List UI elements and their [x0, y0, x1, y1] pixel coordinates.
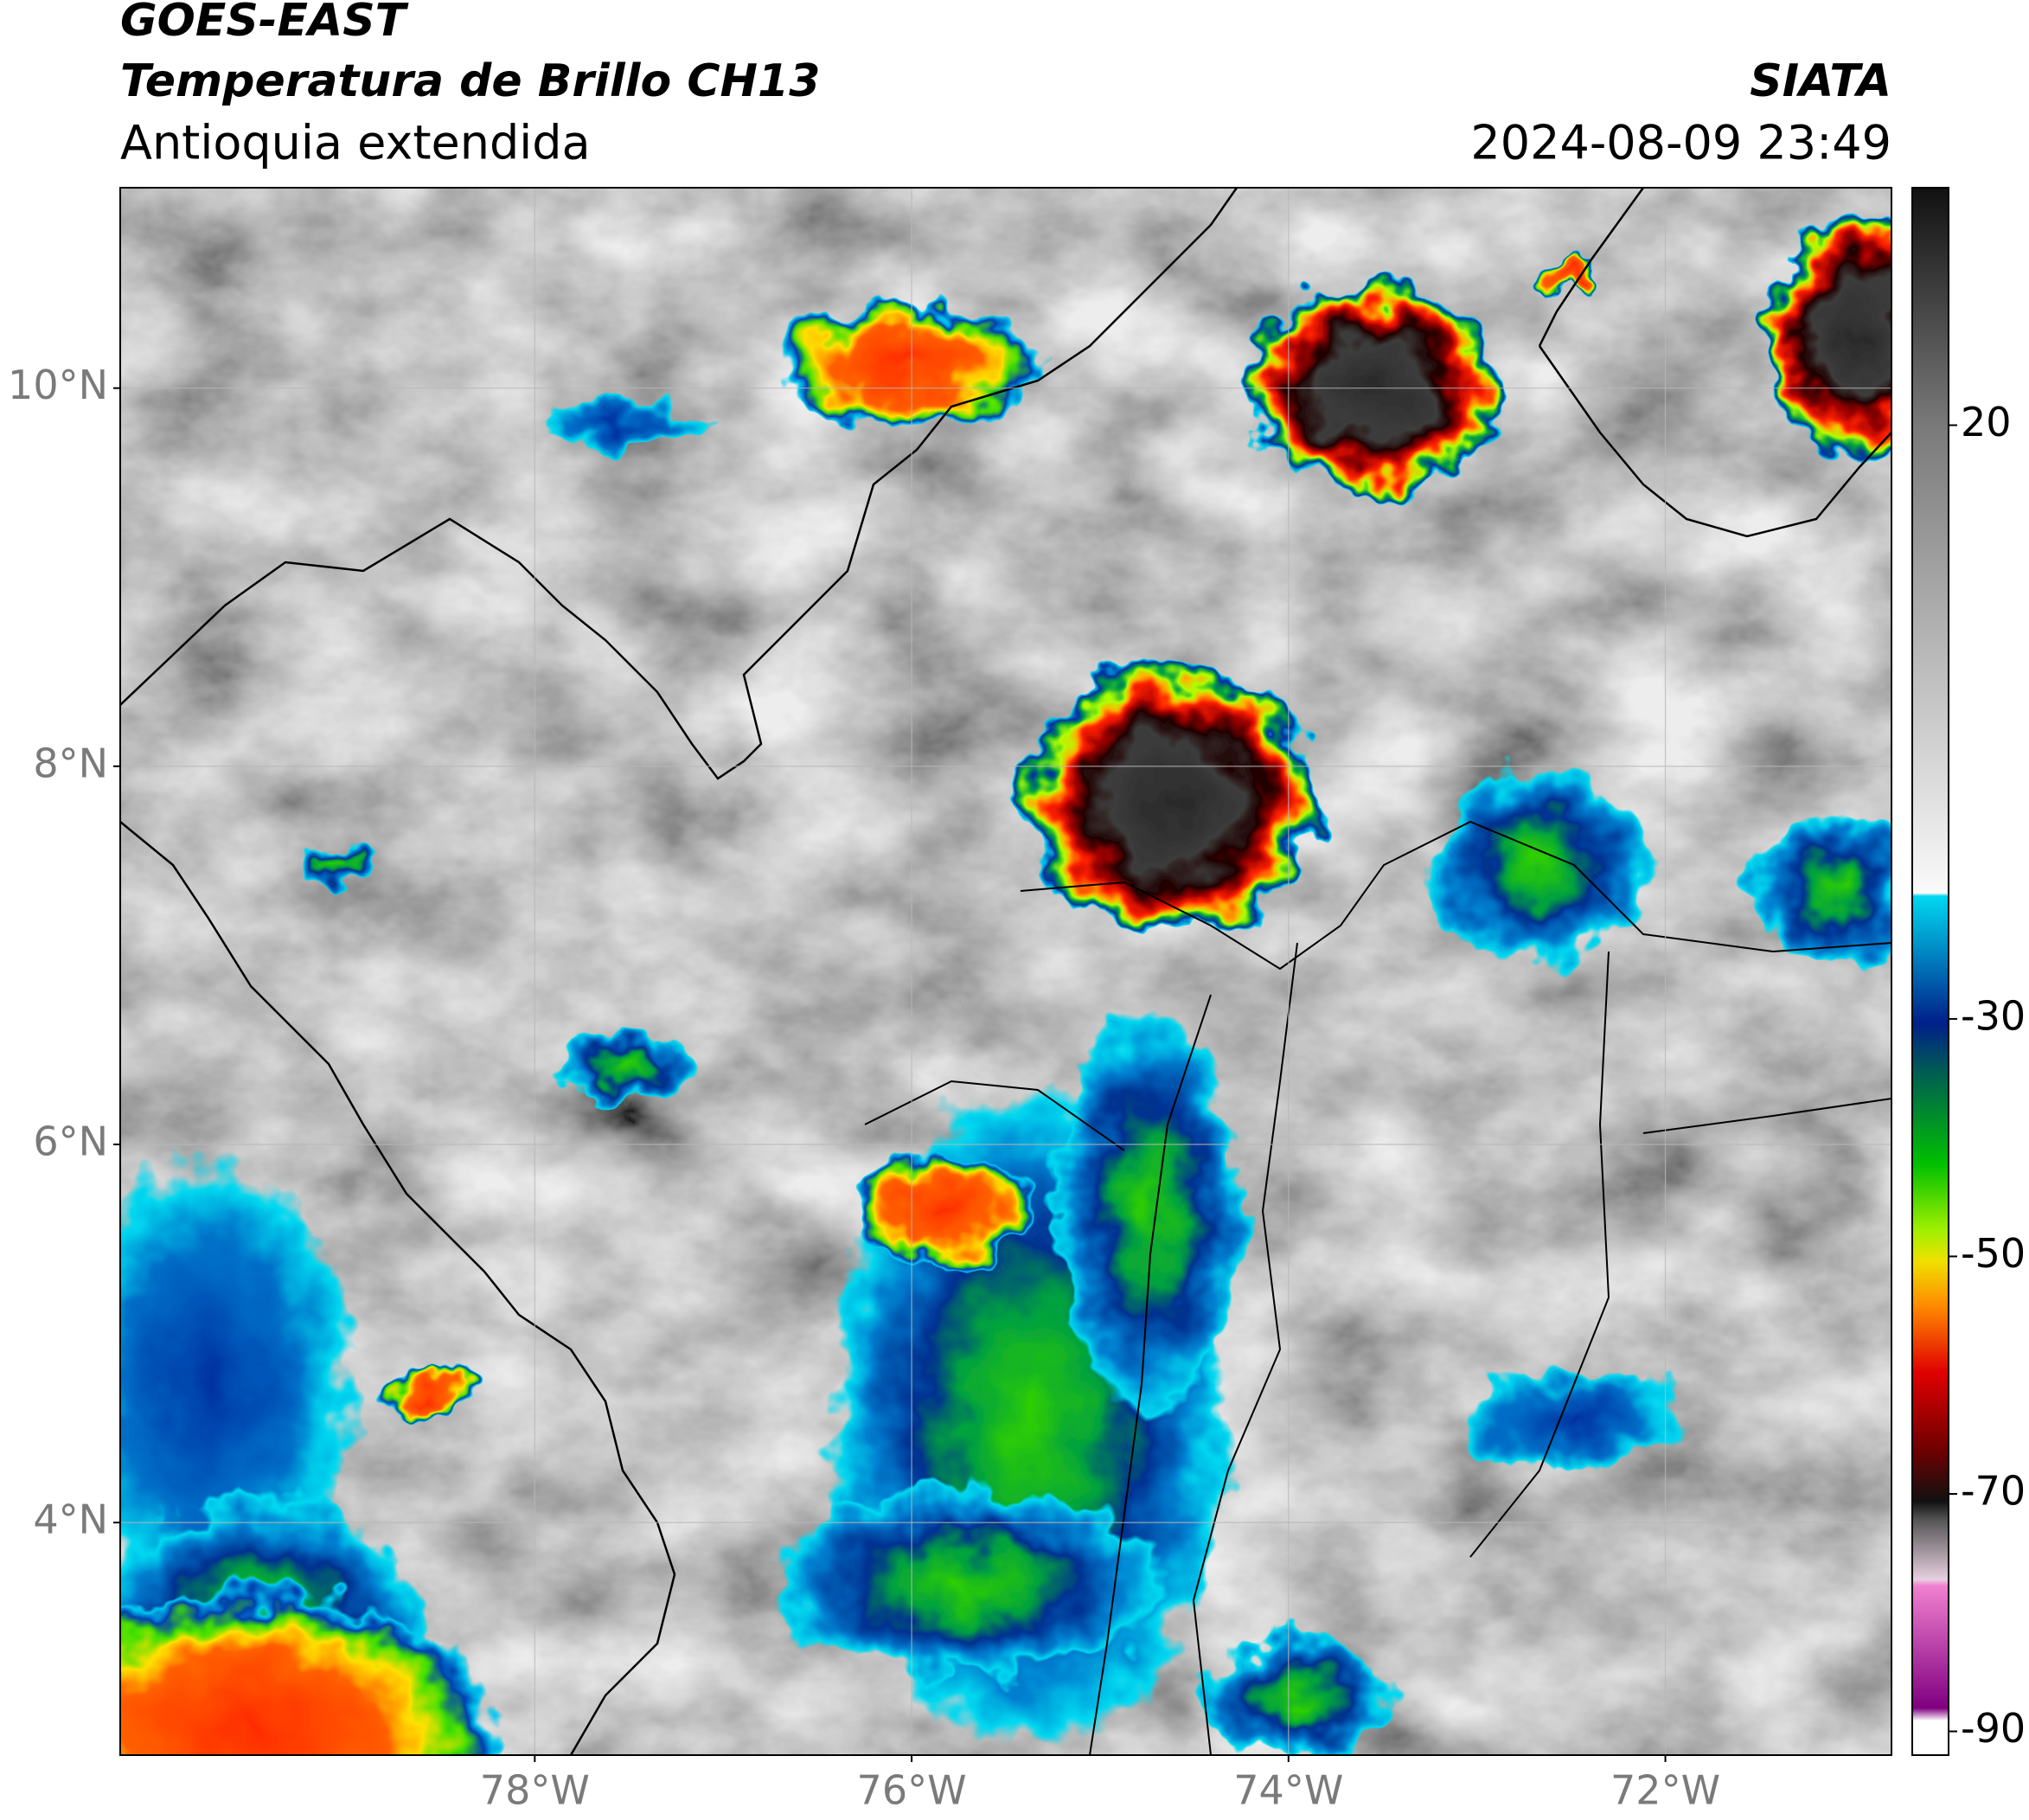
colorbar-tick-label: 20: [1961, 399, 2012, 445]
grid: [120, 188, 1891, 1755]
y-tick-label: 10°N: [8, 362, 108, 408]
colorbar-tick-label: -30: [1961, 992, 2026, 1039]
region-label: Antioquia extendida: [120, 116, 591, 170]
y-tick-label: 8°N: [33, 740, 108, 786]
source-label: SIATA: [1750, 55, 1891, 107]
colorbar: [1911, 187, 1949, 1756]
colorbar-tick-label: -90: [1961, 1705, 2026, 1752]
timestamp: 2024-08-09 23:49: [1470, 116, 1891, 170]
subtitle: Temperatura de Brillo CH13: [120, 55, 820, 107]
y-tick-label: 4°N: [33, 1496, 108, 1543]
x-tick-label: 72°W: [1610, 1767, 1720, 1814]
satellite-image: [120, 188, 1891, 1755]
x-tick-label: 76°W: [857, 1767, 967, 1814]
title: GOES-EAST: [120, 0, 409, 47]
y-tick-label: 6°N: [33, 1118, 108, 1164]
colorbar-tick-label: -70: [1961, 1468, 2026, 1515]
map-frame: [119, 187, 1892, 1756]
x-tick-label: 78°W: [480, 1767, 590, 1814]
colorbar-tick-label: -50: [1961, 1230, 2026, 1277]
x-tick-label: 74°W: [1233, 1767, 1343, 1814]
